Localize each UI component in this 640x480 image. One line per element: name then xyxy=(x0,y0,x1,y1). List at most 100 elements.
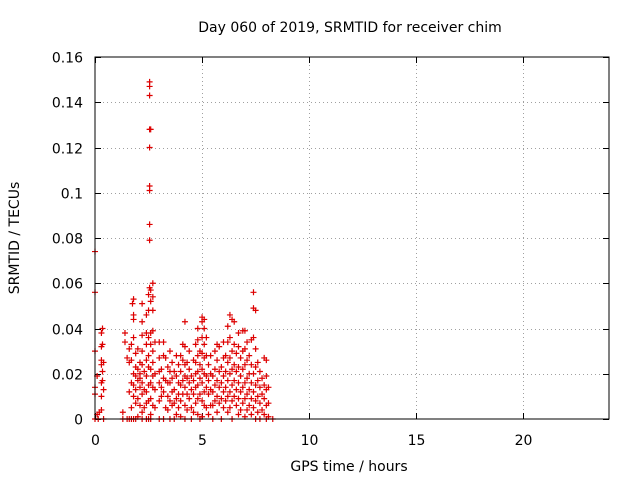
data-point xyxy=(250,334,257,341)
data-point xyxy=(248,411,255,418)
data-point xyxy=(199,366,206,373)
data-point xyxy=(149,307,156,314)
data-point xyxy=(160,388,167,395)
data-point xyxy=(237,354,244,361)
data-point xyxy=(100,386,107,393)
data-point xyxy=(99,341,106,348)
data-point xyxy=(261,382,268,389)
data-point xyxy=(186,379,193,386)
data-point xyxy=(209,402,216,409)
data-point xyxy=(175,404,182,411)
data-point xyxy=(143,373,150,380)
data-point xyxy=(248,395,255,402)
data-point xyxy=(194,395,201,402)
data-point xyxy=(239,400,246,407)
data-point xyxy=(160,339,167,346)
data-point xyxy=(143,388,150,395)
data-point xyxy=(252,382,259,389)
data-point xyxy=(141,404,148,411)
data-point xyxy=(146,92,153,99)
data-point xyxy=(128,357,135,364)
data-point xyxy=(136,384,143,391)
data-point xyxy=(98,330,105,337)
data-point xyxy=(166,379,173,386)
data-point xyxy=(252,397,259,404)
data-point xyxy=(99,368,106,375)
data-point xyxy=(211,348,218,355)
data-point xyxy=(158,384,165,391)
data-points xyxy=(92,78,276,422)
data-point xyxy=(250,404,257,411)
y-tick-label: 0.02 xyxy=(52,368,83,384)
x-tick-label: 5 xyxy=(198,433,207,449)
data-point xyxy=(224,393,231,400)
data-point xyxy=(226,388,233,395)
data-point xyxy=(248,379,255,386)
data-point xyxy=(229,348,236,355)
data-point xyxy=(222,384,229,391)
y-tick-label: 0.08 xyxy=(52,232,83,248)
data-point xyxy=(177,368,184,375)
data-point xyxy=(190,391,197,398)
data-point xyxy=(147,366,154,373)
data-point xyxy=(222,352,229,359)
y-tick-label: 0.1 xyxy=(61,187,83,203)
data-point xyxy=(134,366,141,373)
data-point xyxy=(98,406,105,413)
plot-frame xyxy=(94,56,610,420)
y-tick-label: 0.04 xyxy=(52,323,83,339)
data-point xyxy=(177,397,184,404)
data-point xyxy=(216,343,223,350)
data-point xyxy=(181,318,188,325)
data-point xyxy=(156,397,163,404)
data-point xyxy=(136,375,143,382)
data-point xyxy=(246,386,253,393)
data-point xyxy=(162,354,169,361)
data-point xyxy=(205,391,212,398)
data-point xyxy=(229,366,236,373)
data-point xyxy=(252,363,259,370)
data-point xyxy=(149,293,156,300)
x-axis-label: GPS time / hours xyxy=(290,459,407,475)
data-point xyxy=(147,379,154,386)
data-point xyxy=(224,323,231,330)
data-point xyxy=(246,352,253,359)
data-point xyxy=(181,343,188,350)
data-point xyxy=(201,388,208,395)
data-point xyxy=(194,352,201,359)
data-point xyxy=(130,382,137,389)
data-point xyxy=(241,395,248,402)
data-point xyxy=(237,388,244,395)
data-point xyxy=(139,300,146,307)
data-point xyxy=(147,341,154,348)
data-point xyxy=(139,379,146,386)
data-point xyxy=(231,341,238,348)
data-point xyxy=(171,386,178,393)
data-point xyxy=(149,359,156,366)
y-tick-label: 0.12 xyxy=(52,142,83,158)
data-point xyxy=(156,354,163,361)
data-point xyxy=(201,325,208,332)
data-point xyxy=(134,395,141,402)
data-point xyxy=(139,348,146,355)
data-point xyxy=(164,393,171,400)
data-point xyxy=(139,409,146,416)
data-point xyxy=(205,361,212,368)
y-tick-labels: 0 0.02 0.04 0.06 0.08 0.1 0.12 0.14 0.16 xyxy=(52,51,83,429)
data-point xyxy=(205,411,212,418)
data-point xyxy=(179,377,186,384)
data-point xyxy=(158,366,165,373)
data-point xyxy=(259,406,266,413)
data-point xyxy=(216,384,223,391)
data-point xyxy=(164,363,171,370)
data-point xyxy=(246,402,253,409)
data-point xyxy=(143,357,150,364)
data-point xyxy=(199,350,206,357)
data-point xyxy=(147,287,154,294)
data-point xyxy=(184,391,191,398)
x-tick-label: 20 xyxy=(515,433,533,449)
data-point xyxy=(256,368,263,375)
data-point xyxy=(252,345,259,352)
data-point xyxy=(222,397,229,404)
data-point xyxy=(201,316,208,323)
